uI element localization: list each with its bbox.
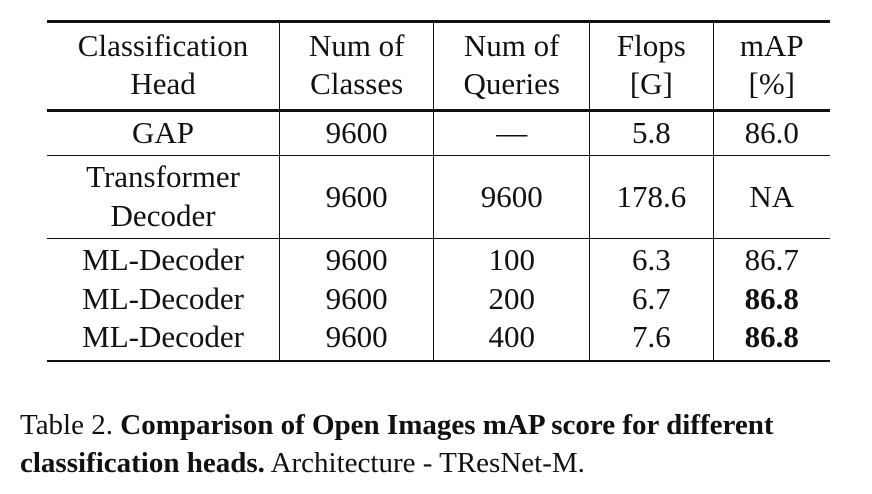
- cell-flops: 5.8: [589, 110, 714, 157]
- cell-head: ML-Decoder: [82, 319, 244, 355]
- table-row: ML-Decoder 9600 200 6.7 86.8: [47, 279, 830, 319]
- header-line: [%]: [748, 66, 796, 102]
- header-classification-head: Classification Head: [47, 22, 280, 111]
- cell-queries: —: [433, 110, 590, 157]
- cell-flops: 178.6: [589, 155, 714, 240]
- header-line: Head: [130, 66, 196, 102]
- caption-label: Table 2.: [20, 409, 113, 441]
- cell-flops: 6.3: [589, 238, 714, 280]
- cell-head: ML-Decoder: [82, 280, 244, 316]
- header-flops: Flops [G]: [589, 21, 714, 111]
- results-table: Classification Head Num of Classes Num o…: [47, 20, 830, 362]
- header-line: [G]: [629, 66, 673, 102]
- header-line: Classification: [77, 28, 249, 63]
- cell-queries: 200: [433, 279, 590, 319]
- cell-head: GAP: [47, 110, 280, 157]
- cell-classes: 9600: [279, 279, 434, 319]
- cell-classes: 9600: [279, 318, 434, 361]
- header-line: mAP: [739, 28, 804, 63]
- row-group-gap: GAP 9600 — 5.8 86.0: [47, 110, 830, 157]
- caption-title: Comparison of Open Images mAP score for …: [20, 409, 774, 479]
- cell-classes: 9600: [279, 238, 434, 280]
- cell-classes: 9600: [279, 155, 434, 240]
- cell-queries: 9600: [433, 155, 590, 240]
- header-line: Num of: [308, 28, 405, 63]
- cell-classes: 9600: [279, 110, 434, 157]
- cell-flops: 6.7: [589, 279, 714, 319]
- row-group-ml-decoder: ML-Decoder 9600 100 6.3 86.7 ML-Decoder …: [47, 238, 830, 361]
- cell-flops: 7.6: [589, 318, 714, 361]
- header-line: Flops: [616, 28, 686, 63]
- cell-map: NA: [712, 155, 830, 240]
- table-header: Classification Head Num of Classes Num o…: [47, 21, 830, 111]
- cell-head-line: Transformer: [86, 159, 240, 195]
- table-row: ML-Decoder 9600 400 7.6 86.8: [47, 318, 830, 361]
- cell-head: ML-Decoder: [82, 242, 244, 278]
- header-line: Num of: [463, 28, 560, 63]
- header-map: mAP [%]: [712, 21, 830, 111]
- cell-queries: 100: [433, 238, 590, 280]
- header-num-queries: Num of Queries: [433, 21, 590, 111]
- caption-text: Architecture - TResNet-M.: [270, 447, 585, 479]
- table-row: Transformer Decoder 9600 9600 178.6 NA: [47, 155, 830, 240]
- table-row: ML-Decoder 9600 100 6.3 86.7: [47, 238, 830, 280]
- cell-queries: 400: [433, 318, 590, 361]
- header-line: Classes: [310, 66, 404, 102]
- cell-map: 86.0: [712, 110, 830, 157]
- header-line: Queries: [463, 66, 560, 102]
- row-group-transformer: Transformer Decoder 9600 9600 178.6 NA: [47, 155, 830, 240]
- table-caption: Table 2. Comparison of Open Images mAP s…: [20, 406, 865, 482]
- cell-head: Transformer Decoder: [47, 155, 280, 240]
- results-table-container: Classification Head Num of Classes Num o…: [47, 20, 830, 362]
- cell-map-best: 86.8: [712, 318, 830, 361]
- cell-map: 86.7: [712, 238, 830, 280]
- cell-head-line: Decoder: [110, 197, 216, 233]
- header-row: Classification Head Num of Classes Num o…: [47, 21, 830, 111]
- header-num-classes: Num of Classes: [279, 21, 434, 111]
- table-row: GAP 9600 — 5.8 86.0: [47, 110, 830, 157]
- cell-map-best: 86.8: [712, 279, 830, 319]
